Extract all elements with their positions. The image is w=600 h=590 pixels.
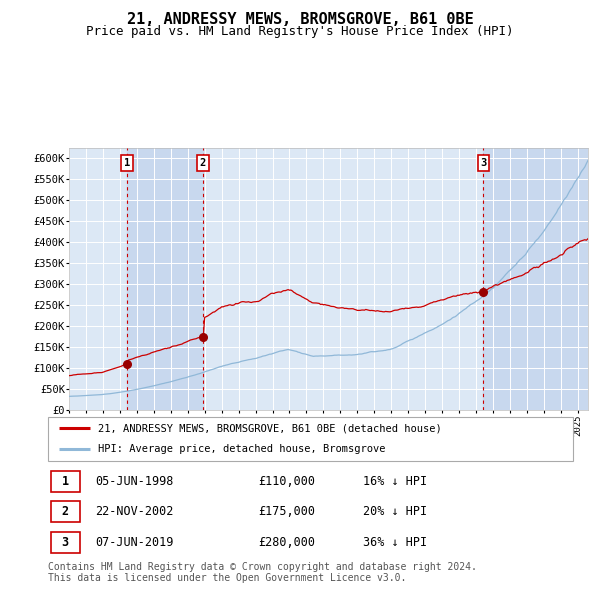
Text: 07-JUN-2019: 07-JUN-2019 bbox=[95, 536, 173, 549]
Text: £110,000: £110,000 bbox=[258, 475, 315, 488]
Text: 16% ↓ HPI: 16% ↓ HPI bbox=[363, 475, 427, 488]
Text: Contains HM Land Registry data © Crown copyright and database right 2024.
This d: Contains HM Land Registry data © Crown c… bbox=[48, 562, 477, 584]
Text: Price paid vs. HM Land Registry's House Price Index (HPI): Price paid vs. HM Land Registry's House … bbox=[86, 25, 514, 38]
Text: 1: 1 bbox=[124, 158, 130, 168]
Text: 3: 3 bbox=[62, 536, 68, 549]
Text: 1: 1 bbox=[62, 475, 68, 488]
Text: 2: 2 bbox=[200, 158, 206, 168]
Bar bbox=[50, 532, 79, 553]
Bar bbox=[484, 148, 588, 410]
Text: 3: 3 bbox=[480, 158, 487, 168]
Text: HPI: Average price, detached house, Bromsgrove: HPI: Average price, detached house, Brom… bbox=[98, 444, 385, 454]
Text: 20% ↓ HPI: 20% ↓ HPI bbox=[363, 505, 427, 519]
Text: 05-JUN-1998: 05-JUN-1998 bbox=[95, 475, 173, 488]
Text: 36% ↓ HPI: 36% ↓ HPI bbox=[363, 536, 427, 549]
Text: £280,000: £280,000 bbox=[258, 536, 315, 549]
Bar bbox=[50, 501, 79, 523]
Bar bbox=[50, 471, 79, 492]
Text: 2: 2 bbox=[62, 505, 68, 519]
Text: 22-NOV-2002: 22-NOV-2002 bbox=[95, 505, 173, 519]
Text: 21, ANDRESSY MEWS, BROMSGROVE, B61 0BE (detached house): 21, ANDRESSY MEWS, BROMSGROVE, B61 0BE (… bbox=[98, 423, 442, 433]
Text: £175,000: £175,000 bbox=[258, 505, 315, 519]
Bar bbox=[127, 148, 203, 410]
Text: 21, ANDRESSY MEWS, BROMSGROVE, B61 0BE: 21, ANDRESSY MEWS, BROMSGROVE, B61 0BE bbox=[127, 12, 473, 27]
